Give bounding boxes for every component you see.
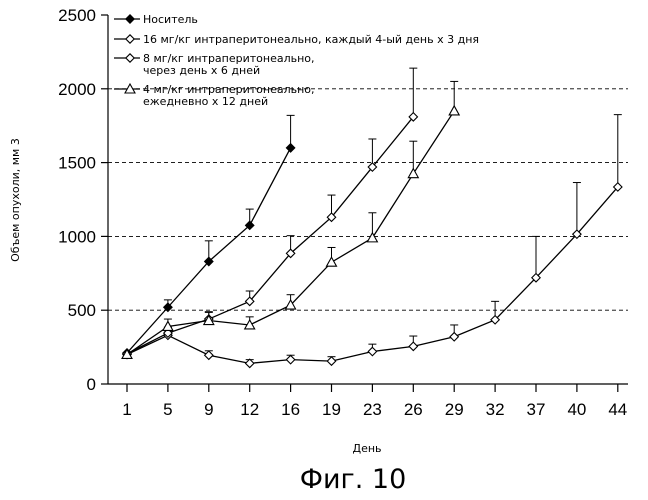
data-point — [285, 354, 296, 365]
data-point — [408, 341, 419, 352]
y-tick-label: 2000 — [58, 80, 96, 99]
data-point — [448, 104, 461, 116]
data-point — [407, 167, 420, 179]
x-tick-label: 5 — [163, 400, 172, 419]
data-point — [449, 331, 460, 342]
legend-label: ежедневно x 12 дней — [143, 95, 268, 108]
x-tick-label: 29 — [445, 400, 464, 419]
data-point — [203, 350, 214, 361]
x-tick-label: 44 — [608, 400, 627, 419]
data-point — [244, 220, 255, 231]
grid-lines — [108, 88, 628, 311]
data-point — [284, 298, 297, 310]
y-tick-label: 500 — [68, 301, 96, 320]
axes — [107, 15, 628, 385]
data-point — [162, 302, 173, 313]
data-point — [244, 358, 255, 369]
y-tick-label: 2500 — [58, 6, 96, 25]
data-point — [243, 318, 256, 330]
x-tick-label: 32 — [486, 400, 505, 419]
data-point — [571, 229, 582, 240]
data-point — [125, 14, 135, 24]
y-tick-label: 1500 — [58, 154, 96, 173]
data-point — [124, 82, 136, 94]
series-group — [121, 80, 461, 360]
y-tick-label: 0 — [87, 375, 96, 394]
series — [121, 67, 623, 369]
data-point — [612, 181, 623, 192]
x-tick-label: 40 — [567, 400, 586, 419]
y-ticks: 0 500 1000 1500 2000 2500 — [58, 6, 108, 394]
x-tick-label: 37 — [527, 400, 546, 419]
data-point — [326, 212, 337, 223]
data-point — [125, 53, 135, 63]
x-tick-label: 23 — [363, 400, 382, 419]
data-point — [125, 34, 135, 44]
legend-item: 16 мг/кг интраперитонеально, каждый 4-ый… — [114, 33, 479, 46]
legend-label: 16 мг/кг интраперитонеально, каждый 4-ый… — [143, 33, 479, 46]
x-axis-title: День — [352, 442, 381, 455]
legend: Носитель 16 мг/кг интраперитонеально, каж… — [114, 13, 479, 108]
x-tick-label: 12 — [240, 400, 259, 419]
y-axis-title: Объем опухоли, мм 3 — [9, 138, 22, 262]
data-point — [326, 356, 337, 367]
data-point — [161, 320, 174, 331]
data-point — [244, 296, 255, 307]
data-point — [531, 272, 541, 283]
data-point — [490, 314, 501, 325]
x-tick-label: 19 — [322, 400, 341, 419]
y-tick-label: 1000 — [58, 227, 96, 246]
legend-item: Носитель — [114, 13, 198, 26]
legend-label: 4 мг/кг интраперитонеально, — [143, 83, 315, 96]
data-point — [325, 256, 338, 267]
data-point — [367, 346, 378, 357]
legend-item: 8 мг/кг интраперитонеально,через день x … — [114, 52, 315, 77]
data-point — [121, 348, 133, 360]
x-ticks: 1 5 9 12 16 19 23 26 29 32 37 40 44 — [122, 384, 627, 419]
data-point — [203, 256, 214, 267]
legend-label: 8 мг/кг интраперитонеально, — [143, 52, 315, 65]
data-point — [285, 248, 296, 259]
data-point — [408, 111, 419, 122]
x-tick-label: 9 — [204, 400, 213, 419]
data-point — [366, 231, 379, 243]
legend-label: через день x 6 дней — [143, 64, 260, 77]
series-line — [126, 116, 414, 355]
legend-label: Носитель — [143, 13, 198, 26]
data-point — [367, 162, 378, 173]
data-point — [202, 314, 215, 326]
x-tick-label: 1 — [122, 400, 131, 419]
data-point — [285, 142, 296, 153]
figure-caption: Фиг. 10 — [300, 464, 407, 495]
x-tick-label: 26 — [404, 400, 423, 419]
legend-item: 4 мг/кг интраперитонеально,ежедневно x 1… — [114, 82, 315, 108]
x-tick-label: 16 — [281, 400, 300, 419]
